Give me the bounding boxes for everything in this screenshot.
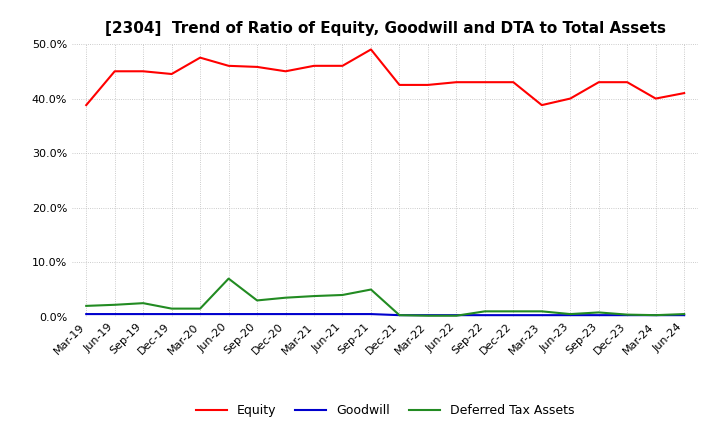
Equity <box>566 96 575 101</box>
Equity <box>480 80 489 85</box>
Goodwill <box>139 312 148 317</box>
Deferred Tax Assets <box>82 303 91 308</box>
Equity <box>395 82 404 88</box>
Goodwill <box>196 312 204 317</box>
Deferred Tax Assets <box>680 312 688 317</box>
Equity <box>338 63 347 69</box>
Deferred Tax Assets <box>139 301 148 306</box>
Goodwill <box>623 312 631 318</box>
Deferred Tax Assets <box>310 293 318 299</box>
Equity <box>310 63 318 69</box>
Deferred Tax Assets <box>652 312 660 318</box>
Deferred Tax Assets <box>338 292 347 297</box>
Equity <box>623 80 631 85</box>
Deferred Tax Assets <box>509 309 518 314</box>
Deferred Tax Assets <box>196 306 204 311</box>
Equity <box>82 103 91 108</box>
Deferred Tax Assets <box>423 313 432 319</box>
Goodwill <box>110 312 119 317</box>
Deferred Tax Assets <box>595 310 603 315</box>
Goodwill <box>82 312 91 317</box>
Goodwill <box>253 312 261 317</box>
Goodwill <box>680 312 688 318</box>
Line: Deferred Tax Assets: Deferred Tax Assets <box>86 279 684 316</box>
Title: [2304]  Trend of Ratio of Equity, Goodwill and DTA to Total Assets: [2304] Trend of Ratio of Equity, Goodwil… <box>104 21 666 36</box>
Goodwill <box>366 312 375 317</box>
Equity <box>139 69 148 74</box>
Deferred Tax Assets <box>167 306 176 311</box>
Line: Equity: Equity <box>86 49 684 105</box>
Equity <box>680 91 688 96</box>
Equity <box>452 80 461 85</box>
Equity <box>595 80 603 85</box>
Equity <box>537 103 546 108</box>
Deferred Tax Assets <box>452 313 461 319</box>
Equity <box>423 82 432 88</box>
Equity <box>366 47 375 52</box>
Deferred Tax Assets <box>480 309 489 314</box>
Deferred Tax Assets <box>395 312 404 318</box>
Equity <box>167 71 176 77</box>
Deferred Tax Assets <box>282 295 290 301</box>
Goodwill <box>225 312 233 317</box>
Goodwill <box>423 312 432 318</box>
Deferred Tax Assets <box>225 276 233 281</box>
Deferred Tax Assets <box>537 309 546 314</box>
Equity <box>110 69 119 74</box>
Equity <box>282 69 290 74</box>
Goodwill <box>537 312 546 318</box>
Goodwill <box>167 312 176 317</box>
Deferred Tax Assets <box>110 302 119 308</box>
Goodwill <box>509 312 518 318</box>
Equity <box>196 55 204 60</box>
Equity <box>225 63 233 69</box>
Goodwill <box>452 312 461 318</box>
Goodwill <box>595 312 603 318</box>
Legend: Equity, Goodwill, Deferred Tax Assets: Equity, Goodwill, Deferred Tax Assets <box>191 400 580 422</box>
Deferred Tax Assets <box>366 287 375 292</box>
Goodwill <box>566 312 575 318</box>
Goodwill <box>282 312 290 317</box>
Goodwill <box>310 312 318 317</box>
Goodwill <box>338 312 347 317</box>
Deferred Tax Assets <box>566 312 575 317</box>
Line: Goodwill: Goodwill <box>86 314 684 315</box>
Goodwill <box>480 312 489 318</box>
Equity <box>509 80 518 85</box>
Goodwill <box>395 312 404 318</box>
Goodwill <box>652 312 660 318</box>
Equity <box>652 96 660 101</box>
Deferred Tax Assets <box>253 298 261 303</box>
Deferred Tax Assets <box>623 312 631 317</box>
Equity <box>253 64 261 70</box>
